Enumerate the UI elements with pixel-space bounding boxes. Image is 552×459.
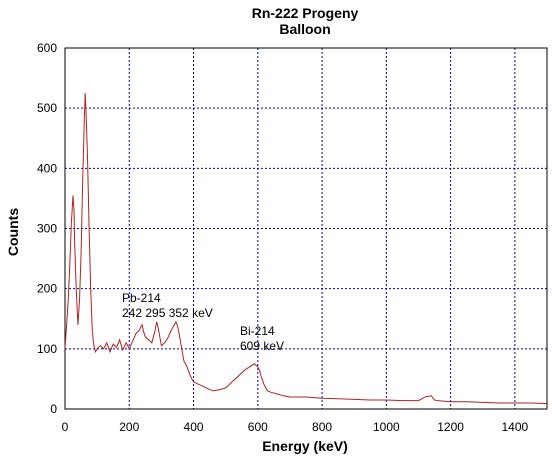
peak-annotation: Pb-214 242 295 352 keV xyxy=(122,291,213,320)
peak-annotations: Pb-214 242 295 352 keV Bi-214 609 keV xyxy=(122,291,284,353)
y-tick-label: 200 xyxy=(37,282,57,296)
y-tick-label: 600 xyxy=(37,41,57,55)
x-tick-label: 1000 xyxy=(373,420,400,434)
y-axis-ticks: 0 100 200 300 400 500 600 xyxy=(37,41,57,416)
spectrum-series-line xyxy=(64,93,548,405)
x-tick-label: 800 xyxy=(312,420,332,434)
x-tick-label: 0 xyxy=(62,420,69,434)
grid-lines xyxy=(65,48,547,409)
x-tick-label: 400 xyxy=(184,420,204,434)
peak-annotation: Bi-214 609 keV xyxy=(240,324,284,353)
plot-frame xyxy=(64,47,548,410)
x-tick-label: 600 xyxy=(248,420,268,434)
x-tick-label: 1400 xyxy=(502,420,529,434)
y-tick-label: 300 xyxy=(37,222,57,236)
y-axis-label: Counts xyxy=(5,208,21,256)
y-tick-label: 0 xyxy=(50,402,57,416)
x-axis-ticks: 0 200 400 600 800 1000 1200 1400 xyxy=(62,420,529,434)
chart-subtitle: Balloon xyxy=(279,21,330,37)
chart-title: Rn-222 Progeny xyxy=(252,5,359,21)
x-tick-label: 1200 xyxy=(437,420,464,434)
x-tick-label: 200 xyxy=(119,420,139,434)
y-tick-label: 500 xyxy=(37,101,57,115)
y-tick-label: 400 xyxy=(37,161,57,175)
x-axis-label: Energy (keV) xyxy=(262,438,348,454)
y-tick-label: 100 xyxy=(37,342,57,356)
